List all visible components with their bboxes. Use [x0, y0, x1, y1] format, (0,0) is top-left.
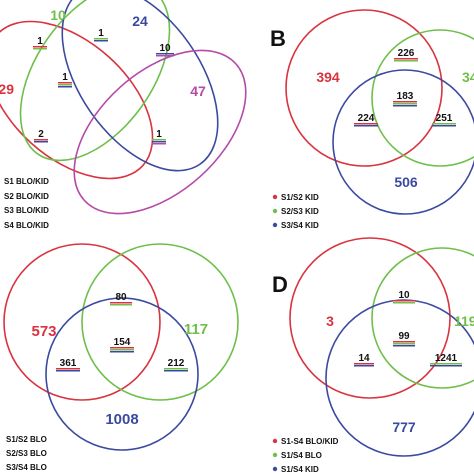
overlap-bars-a-s2-s3 [94, 38, 108, 42]
legend-d-dot-3 [272, 466, 278, 472]
overlap-bars-b-red-blue [354, 123, 378, 127]
legend-d: S1-S4 BLO/KID S1/S4 BLO S1/S4 KID [272, 437, 339, 474]
count-b-green-blue: 251 [436, 113, 453, 124]
overlap-bars-d-red-green [393, 300, 415, 304]
legend-d-item-1: S1-S4 BLO/KID [281, 437, 339, 446]
count-a-s1-s2-s3: 1 [62, 72, 68, 83]
count-c-green-blue: 212 [168, 358, 185, 369]
legend-d-item-3: S1/S4 KID [281, 465, 319, 474]
venn-b-red-circle [285, 9, 443, 167]
count-b-all: 183 [397, 91, 414, 102]
legend-c-item-1: S1/S2 BLO [6, 435, 47, 444]
legend-b-item-1: S1/S2 KID [281, 193, 319, 202]
legend-d-dot-2 [272, 452, 278, 458]
count-a-s1-s3: 2 [38, 129, 44, 140]
count-d-green-only: 119 [454, 313, 474, 329]
venn-c-blue-circle [45, 297, 199, 451]
count-c-green-only: 117 [184, 321, 208, 338]
count-a-s1-s2: 1 [37, 36, 43, 47]
venn-c-red-circle [3, 243, 161, 401]
count-b-red-only: 394 [316, 69, 340, 85]
count-d-blue-only: 777 [392, 419, 416, 435]
count-a-s1-only: 29 [0, 81, 14, 97]
count-d-green-blue: 1241 [435, 353, 458, 364]
legend-a-item-2: S2 BLO/KID [4, 192, 49, 201]
count-d-red-blue: 14 [358, 353, 370, 364]
overlap-bars-b-red-green [394, 58, 418, 62]
panel-c: 573 117 1008 80 154 361 212 S1/S2 BLO S2… [3, 243, 239, 472]
count-a-s2-only: 10 [50, 7, 66, 23]
count-a-s3-s4: 10 [159, 43, 171, 54]
venn-d-green-circle [371, 247, 474, 389]
overlap-bars-c-red-blue [56, 368, 80, 372]
panel-b: B 394 34 506 226 183 224 251 S1/S2 KID S [270, 9, 474, 230]
count-b-green-only: 34 [462, 69, 474, 85]
count-b-red-green: 226 [398, 48, 415, 59]
legend-b-item-3: S3/S4 KID [281, 221, 319, 230]
count-c-red-green: 80 [115, 292, 127, 303]
overlap-bars-a-s1-s2 [33, 46, 47, 50]
count-a-s4-only: 47 [190, 83, 206, 99]
overlap-bars-d-all [393, 341, 415, 347]
legend-b-dot-1 [272, 194, 278, 200]
count-c-all: 154 [114, 337, 131, 348]
count-b-blue-only: 506 [394, 174, 418, 190]
legend-d-dot-1 [272, 438, 278, 444]
count-a-s3-only: 24 [132, 13, 148, 29]
panel-b-letter: B [270, 26, 286, 51]
legend-a-item-4: S4 BLO/KID [4, 221, 49, 230]
overlap-bars-a-s2-s3-s4 [152, 139, 166, 145]
count-a-s2-s3: 1 [98, 28, 104, 39]
overlap-bars-b-green-blue [432, 123, 456, 127]
legend-a-item-3: S3 BLO/KID [4, 206, 49, 215]
overlap-bars-a-s1-s2-s3 [58, 82, 72, 88]
panel-d-letter: D [272, 272, 288, 297]
overlap-bars-c-all [110, 347, 134, 353]
overlap-bars-a-s1-s3 [34, 139, 48, 143]
count-d-red-green: 10 [398, 290, 410, 301]
venn-a-set3-ellipse [61, 0, 219, 172]
panel-a: 29 10 24 47 1 1 10 1 2 1 S1 BLO/KID S2 B… [0, 0, 247, 230]
venn-a-set4-ellipse [73, 49, 247, 215]
count-d-all: 99 [398, 331, 410, 342]
venn-b-blue-circle [332, 69, 474, 215]
overlap-bars-d-red-blue [354, 363, 374, 367]
legend-c-item-3: S3/S4 BLO [6, 463, 47, 472]
venn-b-green-circle [371, 29, 474, 167]
overlap-bars-c-green-blue [164, 368, 188, 372]
legend-a-item-1: S1 BLO/KID [4, 177, 49, 186]
overlap-bars-c-red-green [110, 302, 132, 306]
legend-b: S1/S2 KID S2/S3 KID S3/S4 KID [272, 193, 319, 230]
count-c-red-blue: 361 [60, 358, 77, 369]
count-b-red-blue: 224 [358, 113, 375, 124]
overlap-bars-a-s3-s4 [156, 53, 174, 57]
count-c-red-only: 573 [31, 323, 56, 340]
legend-d-item-2: S1/S4 BLO [281, 451, 322, 460]
venn-a-set1-ellipse [0, 20, 154, 180]
venn-d-red-circle [289, 237, 451, 399]
legend-a: S1 BLO/KID S2 BLO/KID S3 BLO/KID S4 BLO/… [4, 177, 49, 230]
overlap-bars-b-all [393, 101, 417, 107]
panel-d: D 3 119 777 10 99 14 1241 S1-S4 BLO/KID [272, 237, 474, 474]
venn-a-set2-ellipse [19, 0, 171, 162]
overlap-bars-d-green-blue [430, 363, 462, 367]
legend-c: S1/S2 BLO S2/S3 BLO S3/S4 BLO [6, 435, 47, 472]
legend-b-dot-2 [272, 208, 278, 214]
count-a-s2-s3-s4: 1 [156, 129, 162, 140]
count-c-blue-only: 1008 [105, 411, 138, 428]
count-d-red-only: 3 [326, 313, 334, 329]
legend-b-item-2: S2/S3 KID [281, 207, 319, 216]
legend-b-dot-3 [272, 222, 278, 228]
legend-c-item-2: S2/S3 BLO [6, 449, 47, 458]
venn-c-green-circle [81, 243, 239, 401]
